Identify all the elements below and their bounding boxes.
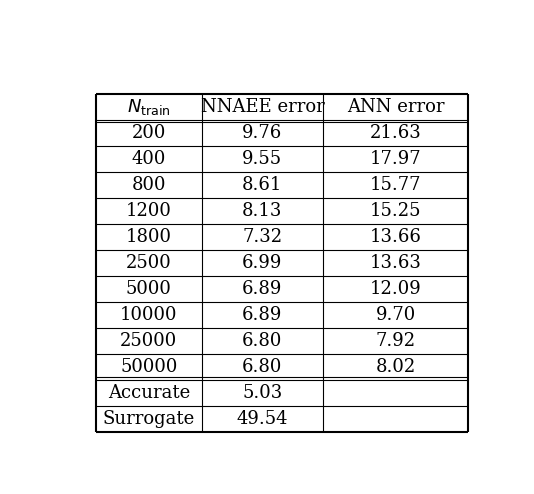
Text: 8.61: 8.61 (242, 176, 282, 194)
Text: 200: 200 (131, 124, 166, 142)
Text: ANN error: ANN error (347, 97, 444, 116)
Text: 6.89: 6.89 (242, 280, 282, 298)
Text: 6.80: 6.80 (242, 332, 282, 350)
Text: 17.97: 17.97 (370, 150, 421, 167)
Text: 9.70: 9.70 (375, 306, 415, 324)
Text: NNAEE error: NNAEE error (201, 97, 324, 116)
Text: 1800: 1800 (126, 228, 172, 246)
Text: 5.03: 5.03 (242, 384, 282, 402)
Text: 800: 800 (131, 176, 166, 194)
Text: 2500: 2500 (126, 254, 171, 272)
Text: 13.63: 13.63 (370, 254, 421, 272)
Text: $N_{\mathrm{train}}$: $N_{\mathrm{train}}$ (127, 96, 171, 117)
Text: 5000: 5000 (126, 280, 172, 298)
Text: 50000: 50000 (120, 358, 177, 376)
Text: 10000: 10000 (120, 306, 177, 324)
Text: 7.92: 7.92 (375, 332, 415, 350)
Text: 49.54: 49.54 (237, 410, 288, 428)
Text: 15.25: 15.25 (370, 202, 421, 220)
Text: 13.66: 13.66 (370, 228, 421, 246)
Text: 15.77: 15.77 (370, 176, 421, 194)
Text: 8.02: 8.02 (375, 358, 415, 376)
Text: 6.80: 6.80 (242, 358, 282, 376)
Text: 9.55: 9.55 (242, 150, 282, 167)
Text: 25000: 25000 (120, 332, 177, 350)
Text: 6.89: 6.89 (242, 306, 282, 324)
Text: 9.76: 9.76 (242, 124, 282, 142)
Text: 1200: 1200 (126, 202, 172, 220)
Text: 8.13: 8.13 (242, 202, 282, 220)
Text: 21.63: 21.63 (370, 124, 421, 142)
Text: 12.09: 12.09 (370, 280, 421, 298)
Text: 400: 400 (131, 150, 166, 167)
Text: 7.32: 7.32 (242, 228, 282, 246)
Text: Surrogate: Surrogate (103, 410, 195, 428)
Text: 6.99: 6.99 (242, 254, 282, 272)
Text: Accurate: Accurate (108, 384, 190, 402)
